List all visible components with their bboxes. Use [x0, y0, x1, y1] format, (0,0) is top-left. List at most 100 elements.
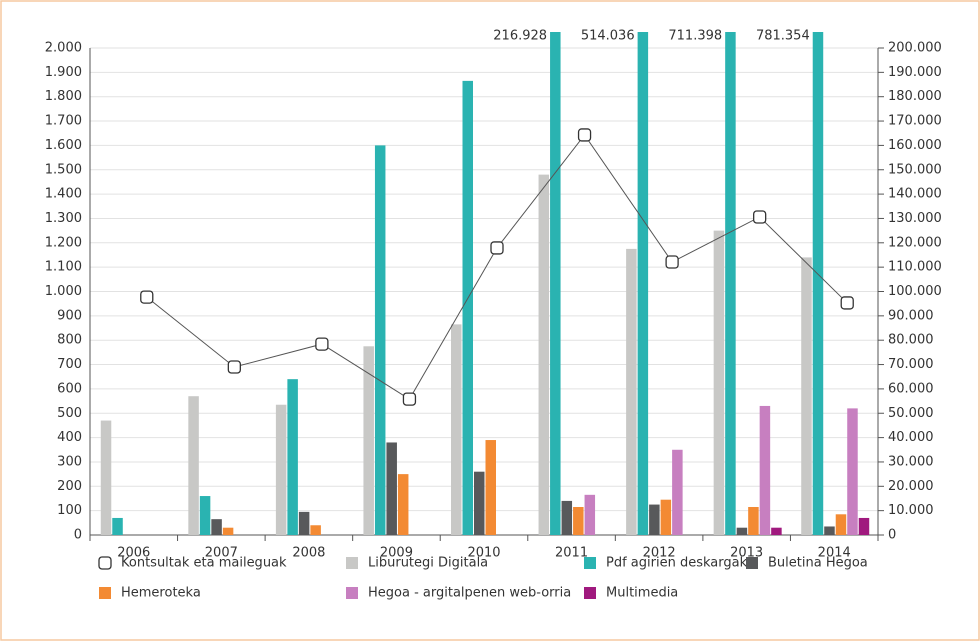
line-marker: [227, 360, 241, 374]
x-tick-label: 2009: [380, 546, 413, 561]
y2-tick-label: 20.000: [888, 479, 934, 494]
y-tick-label: 1.100: [45, 260, 82, 275]
bar: [561, 500, 573, 535]
bar: [474, 471, 485, 535]
bar: [374, 145, 386, 535]
bar: [672, 449, 683, 535]
bar: [812, 32, 824, 535]
y-tick-label: 400: [57, 430, 82, 445]
value-label: 514.036: [581, 29, 635, 44]
line-marker: [490, 241, 504, 255]
legend-label: Hegoa - argitalpenen web-orria: [368, 586, 571, 601]
bar: [573, 506, 584, 535]
line-marker: [665, 255, 679, 269]
y2-tick-label: 150.000: [888, 162, 942, 177]
y-tick-label: 900: [57, 308, 82, 323]
y2-tick-label: 170.000: [888, 114, 942, 129]
y2-tick-label: 110.000: [888, 260, 942, 275]
bar: [637, 32, 649, 535]
y-tick-label: 2.000: [45, 41, 82, 56]
line-marker: [840, 296, 854, 310]
bar: [211, 519, 222, 535]
bar: [858, 517, 870, 535]
line-marker: [315, 337, 329, 351]
bar: [713, 230, 725, 535]
y2-tick-label: 120.000: [888, 235, 942, 250]
bar: [199, 496, 211, 535]
y2-tick-label: 190.000: [888, 65, 942, 80]
x-tick-label: 2007: [205, 546, 238, 561]
bar: [222, 527, 234, 535]
legend-label: Kontsultak eta maileguak: [121, 556, 287, 571]
x-tick-label: 2010: [467, 546, 500, 561]
y2-tick-label: 70.000: [888, 357, 934, 372]
y2-tick-label: 200.000: [888, 41, 942, 56]
x-tick-label: 2014: [818, 546, 851, 561]
bar: [847, 408, 858, 535]
legend-swatch: [746, 557, 758, 569]
y2-tick-label: 140.000: [888, 187, 942, 202]
legend-label: Pdf agirien deskargak: [606, 556, 748, 571]
y-tick-label: 1.300: [45, 211, 82, 226]
legend-label: Liburutegi Digitala: [368, 556, 488, 571]
bar: [584, 494, 596, 535]
legend-label: Multimedia: [606, 586, 678, 601]
bar: [824, 526, 835, 535]
legend-swatch: [584, 557, 596, 569]
bar: [550, 32, 561, 535]
legend-swatch: [99, 587, 111, 599]
bar: [112, 517, 123, 535]
y2-tick-label: 30.000: [888, 454, 934, 469]
x-tick-label: 2011: [555, 546, 588, 561]
bar: [363, 346, 374, 535]
bar: [538, 174, 550, 535]
legend-swatch: [346, 557, 358, 569]
line-marker: [577, 128, 592, 142]
bar: [485, 440, 496, 535]
x-tick-label: 2013: [730, 546, 763, 561]
line-marker: [753, 210, 767, 224]
legend-swatch: [584, 587, 596, 599]
legend-label: Buletina Hegoa: [768, 556, 868, 571]
bar: [660, 499, 672, 535]
y-tick-label: 200: [57, 479, 82, 494]
y-tick-label: 500: [57, 406, 82, 421]
y-tick-label: 1.400: [45, 187, 82, 202]
x-tick-label: 2006: [117, 546, 150, 561]
bar: [736, 527, 748, 535]
y-tick-label: 1.800: [45, 89, 82, 104]
bar: [386, 442, 397, 535]
bar: [100, 420, 112, 535]
y2-tick-label: 50.000: [888, 406, 934, 421]
y-tick-label: 1.900: [45, 65, 82, 80]
y-tick-label: 800: [57, 333, 82, 348]
y-tick-label: 1.200: [45, 235, 82, 250]
x-tick-label: 2008: [292, 546, 325, 561]
y2-tick-label: 160.000: [888, 138, 942, 153]
bar: [649, 504, 660, 535]
y2-tick-label: 180.000: [888, 89, 942, 104]
line-marker: [402, 392, 417, 406]
bar: [287, 379, 298, 535]
bar: [759, 405, 771, 535]
value-label: 711.398: [668, 29, 722, 44]
y2-tick-label: 0: [888, 528, 896, 543]
y-tick-label: 1.600: [45, 138, 82, 153]
bar: [275, 404, 287, 535]
y-tick-label: 1.500: [45, 162, 82, 177]
y2-tick-label: 100.000: [888, 284, 942, 299]
line-marker: [140, 290, 154, 304]
bar: [397, 474, 409, 535]
legend-label: Hemeroteka: [121, 586, 201, 601]
bar: [188, 396, 199, 535]
bar: [310, 525, 321, 535]
y-tick-label: 300: [57, 454, 82, 469]
y-tick-label: 100: [57, 503, 82, 518]
y2-tick-label: 60.000: [888, 381, 934, 396]
y2-tick-label: 40.000: [888, 430, 934, 445]
y-tick-label: 1.000: [45, 284, 82, 299]
y-tick-label: 0: [74, 528, 82, 543]
y2-tick-label: 130.000: [888, 211, 942, 226]
legend-swatch: [346, 587, 358, 599]
